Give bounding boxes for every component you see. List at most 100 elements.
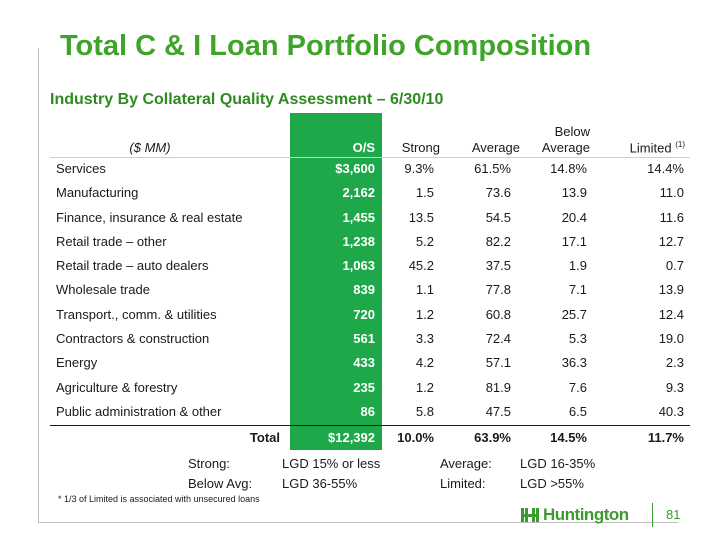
row-below-average: 1.9 <box>568 258 587 274</box>
row-strong: 5.2 <box>415 233 434 249</box>
logo-separator <box>652 503 653 527</box>
row-strong: 1.1 <box>415 282 434 298</box>
slide-title: Total C & I Loan Portfolio Composition <box>60 30 592 62</box>
row-strong: 3.3 <box>415 331 434 347</box>
row-os: 839 <box>353 282 375 298</box>
legend-limited-value: LGD >55% <box>520 476 584 491</box>
total-os: $12,392 <box>328 430 375 445</box>
row-strong: 45.2 <box>408 258 434 274</box>
page-number: 81 <box>666 507 681 522</box>
row-average: 77.8 <box>485 282 511 298</box>
table-row: Manufacturing 2,162 1.5 73.6 13.9 11.0 <box>0 181 720 205</box>
row-strong: 9.3% <box>404 161 434 176</box>
row-average: 47.5 <box>485 403 511 419</box>
row-strong: 5.8 <box>415 403 434 419</box>
row-below-average: 7.6 <box>568 379 587 395</box>
table-row: Wholesale trade 839 1.1 77.8 7.1 13.9 <box>0 278 720 302</box>
table-row: Finance, insurance & real estate 1,455 13.… <box>0 206 720 230</box>
row-limited: 12.4 <box>658 306 684 322</box>
row-name: Public administration & other <box>56 403 222 419</box>
header-limited: Limited (1) <box>595 120 685 156</box>
row-average: 60.8 <box>485 306 511 322</box>
row-name: Finance, insurance & real estate <box>56 209 243 225</box>
row-average: 37.5 <box>485 258 511 274</box>
total-label: Total <box>249 430 280 445</box>
row-os: 235 <box>353 379 375 395</box>
row-os: $3,600 <box>335 161 375 176</box>
table-row: Agriculture & forestry 235 1.2 81.9 7.6 9.3 <box>0 376 720 400</box>
legend-strong-label: Strong: <box>188 456 230 471</box>
table-row: Transport., comm. & utilities 720 1.2 60.8 2… <box>0 303 720 327</box>
legend-limited-label: Limited: <box>440 476 486 491</box>
row-below-average: 20.4 <box>561 209 587 225</box>
slide-subtitle: Industry By Collateral Quality Assessmen… <box>50 91 444 108</box>
header-units: ($ MM) <box>129 140 171 155</box>
table-row: Public administration & other 86 5.8 47.5 6.… <box>0 400 720 424</box>
row-name: Wholesale trade <box>56 282 150 298</box>
row-strong: 1.2 <box>415 379 434 395</box>
row-below-average: 17.1 <box>561 233 587 249</box>
row-os: 1,455 <box>342 209 375 225</box>
row-limited: 12.7 <box>658 233 684 249</box>
row-limited: 19.0 <box>658 331 684 347</box>
huntington-mark-icon <box>521 506 539 524</box>
header-os: O/S <box>352 140 375 155</box>
row-name: Agriculture & forestry <box>56 379 178 395</box>
header-strong: Strong <box>401 140 440 155</box>
table-header-rule <box>50 157 690 158</box>
row-average: 73.6 <box>485 185 511 201</box>
frame-horizontal-line <box>38 522 678 523</box>
row-limited: 11.0 <box>659 185 684 201</box>
row-limited: 11.6 <box>659 209 684 225</box>
footnote: * 1/3 of Limited is associated with unse… <box>58 494 260 504</box>
row-os: 720 <box>353 306 375 322</box>
header-average: Average <box>471 140 520 155</box>
row-name: Services <box>56 161 106 176</box>
legend-below-label: Below Avg: <box>188 476 253 491</box>
row-average: 54.5 <box>485 209 511 225</box>
row-name: Retail trade – other <box>56 233 167 249</box>
total-strong: 10.0% <box>397 430 434 445</box>
row-limited: 40.3 <box>658 403 684 419</box>
row-os: 1,238 <box>342 233 375 249</box>
row-strong: 13.5 <box>408 209 434 225</box>
row-limited: 2.3 <box>665 355 684 371</box>
total-limited: 11.7% <box>647 430 684 445</box>
header-limited-label: Limited <box>629 140 672 155</box>
table-body: Services $3,600 9.3% 61.5% 14.8% 14.4% Manufac… <box>0 157 720 424</box>
row-below-average: 6.5 <box>568 403 587 419</box>
total-average: 63.9% <box>474 430 511 445</box>
row-average: 82.2 <box>485 233 511 249</box>
row-below-average: 13.9 <box>561 185 587 201</box>
legend-strong-value: LGD 15% or less <box>282 456 381 471</box>
row-os: 1,063 <box>342 258 375 274</box>
row-os: 2,162 <box>342 185 375 201</box>
row-os: 561 <box>353 331 375 347</box>
os-column-highlight <box>290 113 382 450</box>
total-below-average: 14.5% <box>550 430 587 445</box>
row-name: Transport., comm. & utilities <box>56 306 217 322</box>
row-strong: 1.2 <box>415 306 434 322</box>
table-row: Services $3,600 9.3% 61.5% 14.8% 14.4% <box>0 157 720 181</box>
row-average: 57.1 <box>485 355 511 371</box>
header-below-line2: Average <box>541 140 590 155</box>
row-os: 86 <box>360 403 375 419</box>
row-average: 61.5% <box>474 161 511 176</box>
row-strong: 1.5 <box>415 185 434 201</box>
table-row: Energy 433 4.2 57.1 36.3 2.3 <box>0 351 720 375</box>
huntington-logo: Huntington <box>521 505 629 525</box>
table-row: Contractors & construction 561 3.3 72.4 5.3 1… <box>0 327 720 351</box>
row-below-average: 25.7 <box>561 306 587 322</box>
header-below-line1: Below <box>554 124 590 139</box>
row-os: 433 <box>353 355 375 371</box>
row-below-average: 14.8% <box>550 161 587 176</box>
table-row: Retail trade – other 1,238 5.2 82.2 17.1 12.7 <box>0 230 720 254</box>
logo-text: Huntington <box>543 505 629 524</box>
row-name: Energy <box>56 355 98 371</box>
row-name: Contractors & construction <box>56 331 210 347</box>
legend-average-label: Average: <box>440 456 492 471</box>
table-row: Retail trade – auto dealers 1,063 45.2 37.5… <box>0 254 720 278</box>
row-strong: 4.2 <box>415 355 434 371</box>
row-below-average: 36.3 <box>561 355 587 371</box>
row-limited: 0.7 <box>665 258 684 274</box>
